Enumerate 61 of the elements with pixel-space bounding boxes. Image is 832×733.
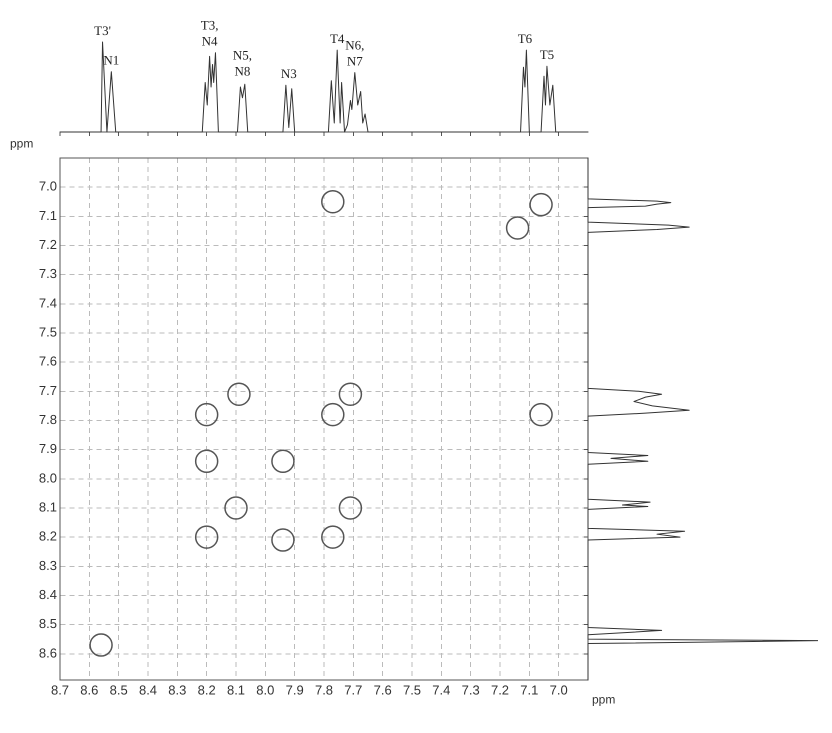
y-tick-label: 8.1 bbox=[38, 500, 57, 515]
y-tick-label: 7.7 bbox=[38, 382, 57, 398]
point bbox=[89, 633, 113, 657]
annotation: N6, N7 bbox=[345, 38, 364, 69]
annotation: T3, N4 bbox=[200, 18, 218, 49]
point bbox=[529, 192, 553, 216]
x-tick-label: 7.5 bbox=[402, 682, 422, 698]
y-tick-label: 7.6 bbox=[38, 354, 57, 369]
x-tick-label: 7.3 bbox=[462, 682, 480, 698]
point bbox=[227, 382, 251, 406]
point bbox=[194, 450, 218, 474]
y-tick-label: 7.9 bbox=[38, 441, 57, 456]
x-tick-label: 8.7 bbox=[50, 682, 70, 698]
point bbox=[506, 216, 530, 240]
point bbox=[338, 382, 362, 406]
point bbox=[338, 496, 362, 520]
x-tick-label: 8.6 bbox=[80, 682, 98, 698]
y-tick-label: 7.8 bbox=[38, 412, 57, 428]
x-tick-label: 8.4 bbox=[138, 682, 158, 698]
point bbox=[321, 402, 345, 426]
annotation: N5, N8 bbox=[232, 47, 252, 78]
annotation: T6 bbox=[518, 31, 533, 46]
point bbox=[271, 528, 295, 552]
annotation: T3' bbox=[94, 22, 111, 38]
x-tick-label: 7.8 bbox=[314, 682, 334, 698]
y-tick-label: 7.2 bbox=[38, 237, 57, 252]
y-tick-label: 7.0 bbox=[38, 178, 57, 194]
y-tick-label: 7.5 bbox=[38, 324, 57, 340]
point bbox=[321, 525, 345, 549]
point bbox=[194, 402, 218, 426]
x-tick-label: 7.1 bbox=[520, 682, 538, 698]
y-tick-label: 8.4 bbox=[38, 587, 57, 602]
y-tick-label: 7.3 bbox=[38, 266, 57, 282]
point bbox=[194, 525, 218, 549]
x-tick-label: 8.2 bbox=[198, 682, 216, 698]
x-tick-label: 7.7 bbox=[344, 682, 362, 698]
annotation: N3 bbox=[280, 66, 297, 82]
x-tick-label: 8.0 bbox=[256, 682, 274, 698]
x-tick-label: 8.5 bbox=[110, 682, 128, 698]
point bbox=[321, 190, 345, 214]
x-tick-label: 8.3 bbox=[168, 682, 186, 698]
y-tick-label: 7.4 bbox=[38, 295, 57, 310]
y-tick-label: 7.1 bbox=[38, 208, 57, 223]
y-tick-label: 8.5 bbox=[38, 616, 57, 632]
point bbox=[224, 496, 248, 520]
x-tick-label: 7.4 bbox=[432, 682, 450, 698]
annotation: T5 bbox=[540, 47, 554, 62]
y-tick-label: 8.3 bbox=[38, 558, 57, 573]
x-tick-label: 7.2 bbox=[490, 682, 510, 698]
point bbox=[529, 402, 553, 426]
y-tick-label: 8.0 bbox=[38, 470, 57, 486]
x-tick-label: 8.1 bbox=[226, 682, 246, 698]
x-tick-label: 7.6 bbox=[374, 682, 392, 698]
point bbox=[271, 450, 295, 474]
x-tick-label: 7.0 bbox=[550, 682, 568, 698]
y-tick-label: 8.6 bbox=[38, 645, 57, 660]
annotation: T4 bbox=[330, 31, 345, 46]
y-tick-label: 8.2 bbox=[38, 528, 57, 544]
x-tick-label: 7.9 bbox=[286, 682, 304, 698]
y-axis-title: ppm bbox=[10, 136, 34, 150]
x-axis-title: ppm bbox=[592, 692, 616, 706]
